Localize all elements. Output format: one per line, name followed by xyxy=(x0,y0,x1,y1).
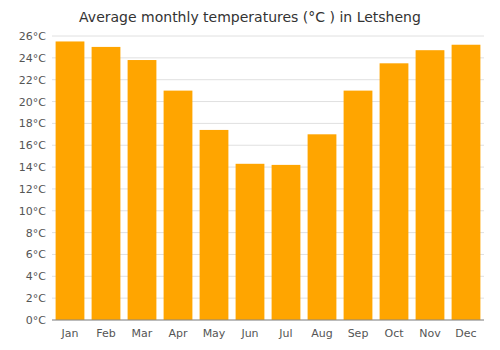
chart: Average monthly temperatures (°C ) in Le… xyxy=(0,0,500,350)
x-tick-label: Jul xyxy=(278,327,292,340)
y-tick-label: 18°C xyxy=(19,117,46,130)
y-tick-label: 8°C xyxy=(26,227,46,240)
page: {"chart_data": {"type": "bar", "title": … xyxy=(0,0,500,350)
x-tick-label: May xyxy=(203,327,226,340)
y-tick-label: 4°C xyxy=(26,270,46,283)
bar xyxy=(308,134,337,320)
y-axis: 0°C 2°C 4°C 6°C 8°C 10°C 12°C 14°C 16°C 18°C 20°C 2… xyxy=(19,30,46,327)
bar xyxy=(128,60,157,320)
y-tick-label: 22°C xyxy=(19,74,46,87)
y-tick-label: 20°C xyxy=(19,96,46,109)
x-tick-label: Sep xyxy=(348,327,369,340)
x-tick-label: Feb xyxy=(96,327,115,340)
x-tick-label: Nov xyxy=(419,327,441,340)
bar xyxy=(416,50,445,320)
y-tick-label: 12°C xyxy=(19,183,46,196)
x-axis: Jan Feb Mar Apr May Jun Jul Aug Sep Oct Nov Dec xyxy=(52,320,484,340)
y-tick-label: 2°C xyxy=(26,292,46,305)
x-tick-label: Mar xyxy=(132,327,153,340)
bar xyxy=(236,164,265,320)
x-tick-label: Jun xyxy=(240,327,258,340)
x-tick-label: Dec xyxy=(455,327,476,340)
y-tick-label: 6°C xyxy=(26,248,46,261)
grid xyxy=(52,36,484,320)
grid-line xyxy=(52,36,484,37)
bar xyxy=(56,41,85,320)
x-tick-label: Jan xyxy=(61,327,79,340)
bar xyxy=(452,45,481,320)
x-tick-label: Aug xyxy=(311,327,332,340)
title: Average monthly temperatures (°C ) in Le… xyxy=(79,9,421,25)
y-tick-label: 24°C xyxy=(19,52,46,65)
y-tick-label: 10°C xyxy=(19,205,46,218)
bar xyxy=(344,91,373,320)
y-tick-label: 26°C xyxy=(19,30,46,43)
bar xyxy=(200,130,229,320)
bar xyxy=(164,91,193,320)
x-tick-label: Apr xyxy=(168,327,188,340)
x-tick-label: Oct xyxy=(384,327,404,340)
y-tick-label: 14°C xyxy=(19,161,46,174)
grid-line xyxy=(52,320,484,321)
bars xyxy=(56,41,481,320)
y-tick-label: 0°C xyxy=(26,314,46,327)
bar xyxy=(272,165,301,320)
x-axis-line xyxy=(52,320,484,321)
bar xyxy=(380,63,409,320)
bar xyxy=(92,47,121,320)
y-tick-label: 16°C xyxy=(19,139,46,152)
